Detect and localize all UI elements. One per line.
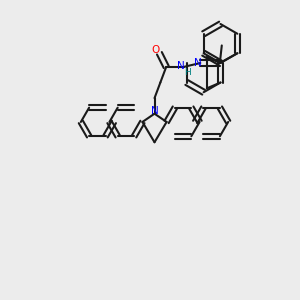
Text: H: H bbox=[184, 68, 191, 77]
Text: N: N bbox=[194, 58, 202, 68]
Text: N: N bbox=[178, 61, 185, 71]
Text: N: N bbox=[151, 106, 158, 116]
Text: O: O bbox=[152, 45, 160, 55]
